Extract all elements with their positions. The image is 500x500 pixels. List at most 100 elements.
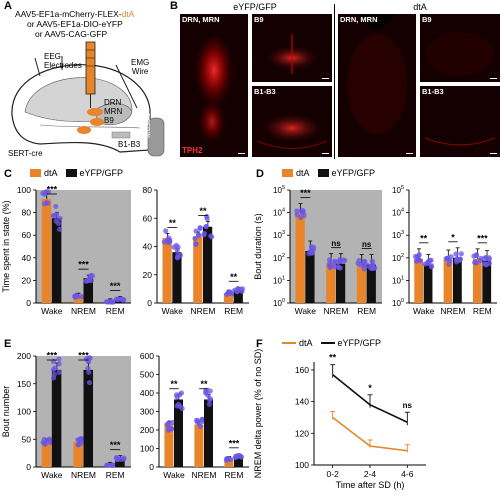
bar-dta bbox=[193, 236, 203, 303]
y-tick-label: 60 bbox=[143, 213, 153, 223]
y-tick-label: 60 bbox=[22, 230, 32, 240]
y-axis-label: Time spent in state (%) bbox=[1, 200, 11, 292]
data-point bbox=[453, 259, 460, 265]
legend-dta-label: dtA bbox=[296, 168, 310, 178]
data-point bbox=[56, 226, 63, 232]
x-tick-label: REM bbox=[224, 306, 243, 316]
wire-text: Wire bbox=[131, 67, 149, 76]
significance-label: ** bbox=[169, 218, 177, 228]
bar-eyfp bbox=[423, 264, 433, 303]
y-tick-label: 103 bbox=[273, 230, 285, 240]
data-point bbox=[482, 262, 489, 268]
legend-line-dta bbox=[282, 342, 296, 344]
data-point bbox=[51, 213, 57, 219]
y-tick-label: 120 bbox=[295, 428, 309, 438]
bar-eyfp bbox=[51, 369, 62, 467]
y-tick-label: 200 bbox=[17, 351, 31, 361]
legend-dta-label: dtA bbox=[44, 168, 58, 178]
y-tick-label: 40 bbox=[22, 253, 32, 263]
data-point bbox=[85, 365, 91, 371]
scale-bar bbox=[322, 152, 329, 154]
panel-label-d: D bbox=[256, 168, 264, 180]
x-tick-label: NREM bbox=[71, 306, 96, 316]
significance-label: *** bbox=[78, 260, 89, 270]
y-tick-label: 80 bbox=[22, 208, 32, 218]
x-tick-label: 4-6 bbox=[401, 469, 414, 479]
y-tick-label: 300 bbox=[140, 407, 154, 417]
data-point bbox=[57, 215, 63, 221]
scale-bar bbox=[238, 152, 245, 154]
chart-d-bout-duration-zoom: 100 101 102 103 104 105 Wake ** NREM * REM *** bbox=[392, 185, 497, 316]
data-point bbox=[166, 237, 173, 243]
b9-label: B9 bbox=[104, 116, 114, 125]
bar-eyfp bbox=[204, 399, 213, 467]
data-point bbox=[56, 356, 62, 362]
bar-dta bbox=[73, 296, 83, 303]
data-point bbox=[173, 242, 179, 248]
y-tick-label: 160 bbox=[295, 365, 309, 375]
panel-label-e: E bbox=[4, 338, 12, 350]
significance-label: *** bbox=[78, 351, 89, 361]
data-point bbox=[414, 253, 420, 260]
data-point bbox=[56, 369, 62, 375]
data-point bbox=[361, 266, 367, 272]
data-point bbox=[196, 232, 202, 239]
data-point bbox=[227, 289, 233, 295]
bar-eyfp bbox=[203, 226, 213, 303]
vector-dta: dtA bbox=[121, 9, 135, 19]
significance-label: *** bbox=[110, 281, 121, 291]
bar-dta bbox=[414, 258, 424, 303]
bar-dta bbox=[164, 424, 174, 467]
y-tick-label: 102 bbox=[273, 253, 285, 263]
y-tick-label: 100 bbox=[17, 185, 31, 195]
data-point bbox=[335, 264, 341, 270]
significance-label: ns bbox=[331, 239, 341, 248]
col-header-eyfp: eYFP/GFP bbox=[233, 2, 277, 12]
tile-eyfp-b9: B9 bbox=[252, 14, 332, 82]
tile-eyfp-b1b3-label: B1-B3 bbox=[254, 87, 276, 96]
x-tick-label: NREM bbox=[323, 306, 348, 316]
data-point bbox=[51, 371, 57, 377]
cerebellum-shape bbox=[94, 103, 133, 125]
scale-bar bbox=[406, 152, 413, 154]
data-point bbox=[457, 256, 464, 262]
data-point bbox=[233, 453, 239, 459]
data-point bbox=[425, 260, 431, 266]
data-point bbox=[327, 257, 333, 263]
brainstem-outline bbox=[39, 124, 141, 129]
chart-d-bout-duration: 100 101 102 103 104 105 Bout duration (s) Wake *… bbox=[253, 185, 382, 316]
bar-dta bbox=[194, 424, 204, 467]
significance-label: ** bbox=[200, 379, 208, 389]
data-point bbox=[121, 455, 127, 461]
data-point bbox=[206, 401, 212, 407]
data-point bbox=[192, 235, 198, 241]
data-point bbox=[113, 296, 120, 302]
data-point bbox=[56, 361, 62, 367]
data-point bbox=[358, 262, 364, 268]
significance-label: *** bbox=[477, 233, 488, 243]
chart-c-time-spent: 0 20 40 60 80 100 Time spent in state (%) Wake *… bbox=[1, 185, 131, 316]
data-point bbox=[478, 255, 484, 261]
data-point bbox=[53, 218, 59, 224]
x-tick-label: REM bbox=[473, 306, 492, 316]
x-tick-label: REM bbox=[106, 470, 125, 480]
x-tick-label: Wake bbox=[41, 470, 63, 480]
x-tick-label: NREM bbox=[191, 470, 216, 480]
data-point bbox=[309, 250, 315, 256]
y-axis-label: Bout number bbox=[1, 386, 11, 438]
bar-dta bbox=[73, 442, 83, 467]
tph2-stain-label: TPH2 bbox=[182, 146, 203, 155]
y-tick-label: 100 bbox=[17, 407, 31, 417]
data-point bbox=[194, 418, 200, 424]
data-point bbox=[365, 263, 371, 269]
data-point bbox=[114, 455, 120, 461]
y-tick-label: 80 bbox=[143, 185, 153, 195]
bar-eyfp bbox=[115, 458, 125, 467]
legend-swatch-eyfp bbox=[317, 169, 329, 177]
data-point bbox=[238, 454, 244, 460]
panel-label-a: A bbox=[4, 0, 12, 12]
x-tick-label: Wake bbox=[41, 306, 63, 316]
legend-swatch-eyfp bbox=[65, 169, 77, 177]
y-tick-label: 40 bbox=[143, 242, 153, 252]
mrn-label: MRN bbox=[104, 107, 123, 116]
